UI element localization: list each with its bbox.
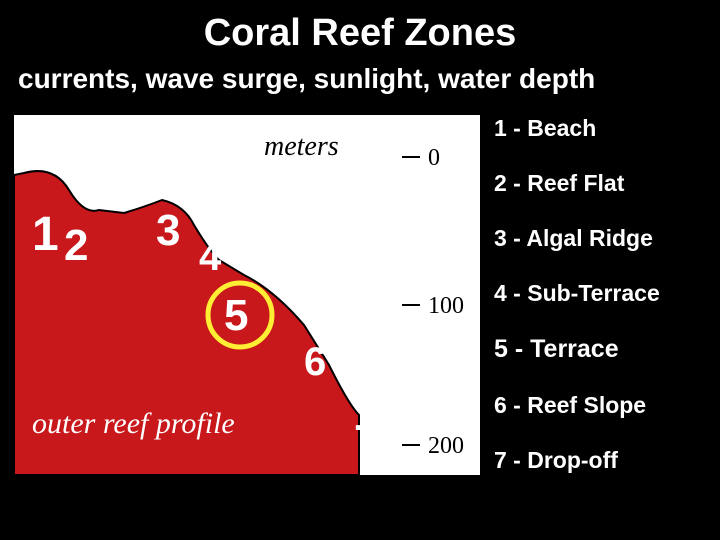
depth-label: 200 xyxy=(428,433,464,459)
zone-number-6: 6 xyxy=(304,340,326,384)
page-subtitle: currents, wave surge, sunlight, water de… xyxy=(0,55,720,95)
legend-item-1: 1 - Beach xyxy=(494,115,710,142)
zone-number-5: 5 xyxy=(224,291,248,340)
reef-profile-diagram: 0 100 200 meters 12 345 67 outer reef profile xyxy=(14,115,480,475)
legend-item-2: 2 - Reef Flat xyxy=(494,170,710,197)
zone-number-7: 7 xyxy=(354,416,378,465)
zone-number-3: 3 xyxy=(156,206,180,255)
zone-number-1: 1 xyxy=(32,208,59,261)
profile-caption: outer reef profile xyxy=(32,407,235,440)
legend-item-4: 4 - Sub-Terrace xyxy=(494,280,710,307)
zone-legend: 1 - Beach 2 - Reef Flat 3 - Algal Ridge 4 -… xyxy=(494,115,710,502)
zone-number-2: 2 xyxy=(64,221,88,270)
zone-number-4: 4 xyxy=(199,235,222,279)
reef-profile-svg: 0 100 200 meters 12 345 67 outer reef profile xyxy=(14,115,480,475)
legend-item-3: 3 - Algal Ridge xyxy=(494,225,710,252)
depth-label: 100 xyxy=(428,293,464,319)
meters-label: meters xyxy=(264,131,339,162)
legend-item-5: 5 - Terrace xyxy=(494,335,710,364)
legend-item-7: 7 - Drop-off xyxy=(494,447,710,474)
page-title: Coral Reef Zones xyxy=(0,0,720,55)
depth-label: 0 xyxy=(428,145,440,171)
legend-item-6: 6 - Reef Slope xyxy=(494,392,710,419)
content-area: 0 100 200 meters 12 345 67 outer reef profile 1… xyxy=(0,115,720,495)
